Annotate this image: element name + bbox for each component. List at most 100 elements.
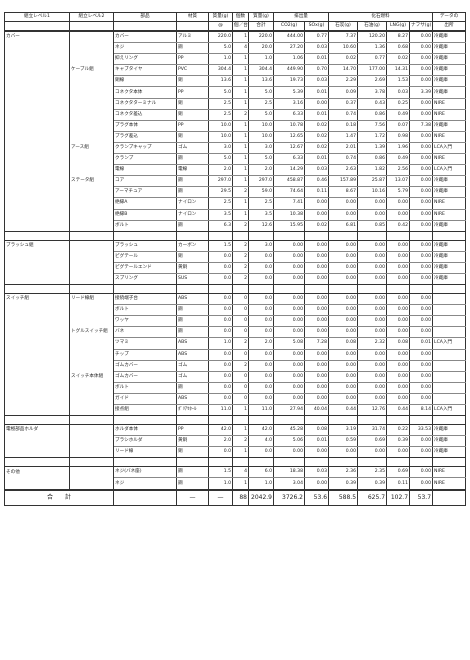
total-naphtha: 53.7 [409, 488, 434, 506]
oil-cell: 1.72 [357, 131, 388, 143]
mass-total-cell: 59.0 [248, 186, 274, 199]
oil-cell: 7.56 [357, 120, 388, 132]
lng-cell: 0.00 [386, 349, 411, 361]
lng-cell: 0.69 [386, 466, 411, 479]
source-cell: 冷蔵庫 [432, 251, 467, 263]
count-cell: 1 [232, 75, 249, 88]
lng-cell: 0.00 [386, 293, 411, 306]
source-cell: NIRE [432, 197, 467, 210]
material-cell: 鋼 [176, 382, 209, 394]
mass-total-cell: 304.4 [248, 64, 274, 77]
count-cell: 2 [232, 109, 249, 121]
table-row: 抑えリング PP 1.0 1 1.0 1.06 0.01 0.02 0.77 0.02 0.00 冷蔵… [4, 53, 467, 66]
sox-cell: 0.03 [303, 466, 330, 479]
mass-total-cell: 4.0 [248, 435, 274, 448]
material-cell: 鋼 [176, 477, 209, 491]
table-row: ボルト鋼 6.3 2 12.6 15.95 0.02 6.81 0.85 0.42 0.00 冷蔵庫 [4, 220, 467, 232]
naphtha-cell: 0.00 [409, 164, 434, 177]
naphtha-cell: 0.00 [409, 220, 434, 232]
part-cell: クランプキャップ [113, 142, 177, 155]
count-cell: 2 [232, 240, 249, 252]
sox-cell: 0.00 [303, 240, 330, 252]
level2-cell: ケーブル組 [69, 64, 114, 76]
coal-cell: 0.59 [328, 435, 359, 448]
sox-cell: 0.01 [303, 86, 330, 99]
part-cell: ブラッシュ [113, 240, 177, 252]
co2-cell: 458.87 [273, 175, 305, 188]
level2-cell [69, 153, 114, 165]
count-cell: 0 [232, 393, 249, 406]
table-row: クランプ鋼 5.0 1 5.0 6.33 0.01 0.74 0.86 0.49 0.00 NIRE [4, 153, 467, 166]
header-mass-unit-sub: @ [208, 21, 233, 32]
level2-cell [69, 262, 114, 274]
level2-cell [69, 273, 114, 286]
naphtha-cell: 0.00 [409, 64, 434, 77]
naphtha-cell: 0.00 [409, 240, 434, 252]
count-cell: 1 [232, 209, 249, 221]
co2-cell: 6.33 [273, 153, 305, 166]
part-cell: チップ [113, 349, 177, 361]
level2-cell [69, 197, 114, 209]
oil-cell: 0.00 [357, 273, 388, 286]
level1-cell [4, 109, 70, 121]
sox-cell: 0.02 [303, 142, 330, 155]
part-cell: ピグテールエンド [113, 262, 177, 274]
header-naphtha: ナフサ(g) [409, 21, 434, 32]
mass-unit-cell: 10.0 [208, 120, 233, 132]
mass-total-cell: 13.6 [248, 75, 274, 88]
header-source-sub: 出所 [432, 21, 467, 32]
mass-total-cell: 5.0 [248, 153, 274, 166]
count-cell: 2 [232, 273, 249, 286]
mass-unit-cell: 42.0 [208, 424, 233, 437]
source-cell [432, 315, 467, 328]
co2-cell: 12.67 [273, 142, 305, 155]
mass-total-cell: 1.0 [248, 53, 274, 66]
material-cell: ゴム [176, 142, 209, 155]
source-cell: NIRE [432, 209, 467, 221]
lng-cell: 0.00 [386, 251, 411, 263]
level2-cell [69, 120, 114, 132]
coal-cell: 0.18 [328, 120, 359, 132]
level2-cell [69, 75, 114, 87]
sox-cell: 0.00 [303, 315, 330, 328]
level2-cell [69, 435, 114, 447]
table-row: ピグテールエンド 黄銅 0.0 2 0.0 0.00 0.00 0.00 0.00 0.00 0.0… [4, 262, 467, 274]
mass-total-cell: 220.0 [248, 31, 274, 44]
sox-cell: 0.00 [303, 360, 330, 372]
mass-unit-cell: 3.0 [208, 142, 233, 155]
sox-cell: 0.01 [303, 153, 330, 166]
mass-total-cell: 6.0 [248, 466, 274, 479]
table-row: プラグ本体 PP 10.0 1 10.0 10.78 0.02 0.18 7.56 0.07 7.3… [4, 120, 467, 132]
mass-unit-cell: 2.5 [208, 197, 233, 210]
count-cell: 1 [232, 404, 249, 417]
level2-cell: スイッチ本体組 [69, 371, 114, 383]
level1-cell [4, 131, 70, 143]
part-cell: ボルト [113, 382, 177, 394]
mass-total-cell: 0.0 [248, 315, 274, 328]
level2-cell [69, 164, 114, 176]
header-source: データの [432, 12, 467, 22]
level2-cell: アース組 [69, 142, 114, 154]
table-row: ケーブル組 キャブタイヤ PVC 304.4 1 304.4 449.90 0.70 14.70… [4, 64, 467, 77]
level1-cell [4, 42, 70, 54]
part-cell: 銅線 [113, 75, 177, 88]
level2-cell [69, 240, 114, 252]
header-material: 材質 [176, 12, 209, 22]
table-row: 接点組 ﾎﾟﾘｱｾﾀｰﾙ 11.0 1 11.0 27.94 40.04 0.44 12.76 0… [4, 404, 467, 417]
naphtha-cell: 0.00 [409, 393, 434, 406]
mass-total-cell: 0.0 [248, 262, 274, 274]
level1-cell [4, 435, 70, 447]
oil-cell: 177.00 [357, 64, 388, 77]
co2-cell: 14.29 [273, 164, 305, 177]
naphtha-cell: 0.00 [409, 175, 434, 188]
coal-cell: 0.00 [328, 382, 359, 394]
mass-total-cell: 5.0 [248, 109, 274, 121]
table-row: スイッチ本体組 ゴムカバー ゴム 0.0 0 0.0 0.00 0.00 0.00 0.00 0.0… [4, 371, 467, 383]
mass-total-cell: 2.5 [248, 197, 274, 210]
part-cell: 接点組 [113, 404, 177, 417]
part-cell: コネクタ差込 [113, 109, 177, 121]
level1-cell [4, 53, 70, 65]
naphtha-cell: 0.00 [409, 477, 434, 491]
mass-unit-cell: 1.0 [208, 477, 233, 491]
sox-cell: 0.01 [303, 109, 330, 121]
